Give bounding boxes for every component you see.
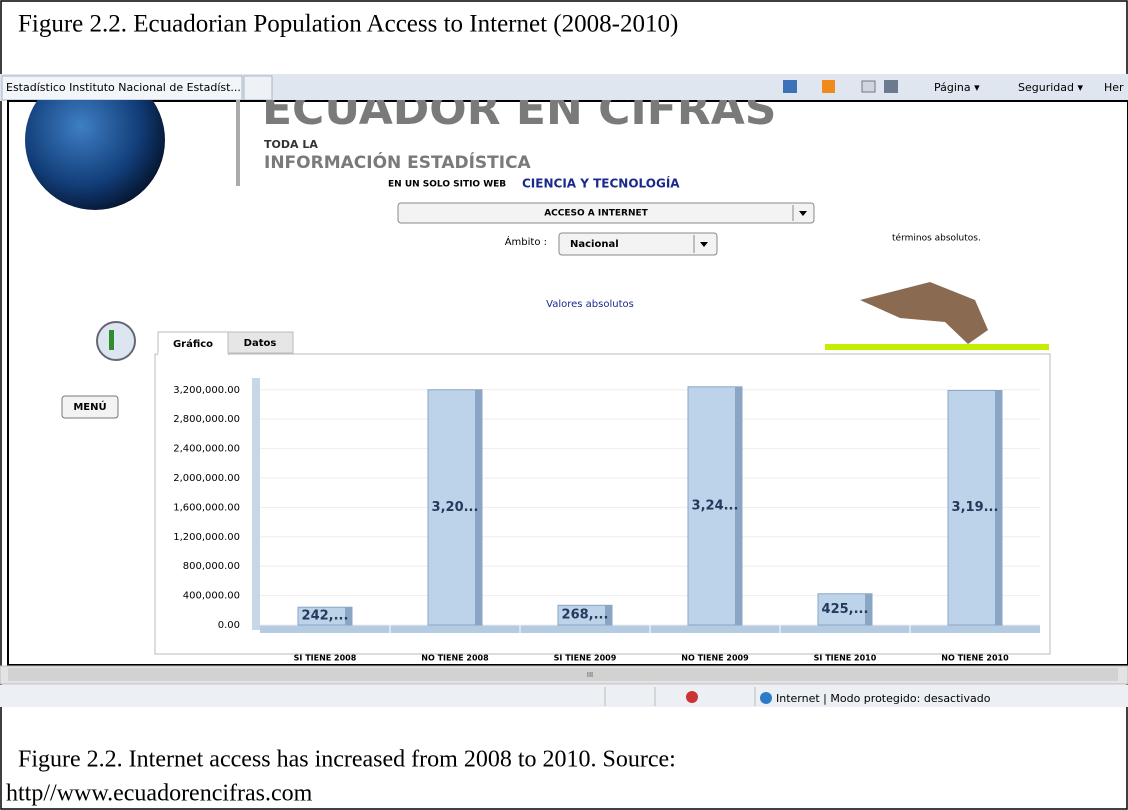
document-figure: Figure 2.2. Ecuadorian Population Access… bbox=[0, 0, 1128, 810]
data-label: 3,19... bbox=[952, 500, 999, 515]
figure-title: Figure 2.2. Ecuadorian Population Access… bbox=[18, 11, 678, 38]
y-axis-bar bbox=[252, 378, 260, 630]
privacy-icon[interactable] bbox=[686, 691, 698, 703]
toolbar-item[interactable]: Página ▾ bbox=[934, 81, 980, 94]
data-label: 3,24... bbox=[692, 498, 739, 513]
x-tick-label: NO TIENE 2009 bbox=[681, 654, 749, 663]
tab-title: Estadístico Instituto Nacional de Estadí… bbox=[6, 81, 241, 94]
x-tick-label: SI TIENE 2009 bbox=[554, 654, 617, 663]
tab-label: Datos bbox=[244, 338, 277, 349]
chart-icon[interactable] bbox=[97, 322, 135, 360]
y-tick-label: 800,000.00 bbox=[183, 561, 240, 572]
scroll-thumb[interactable] bbox=[8, 668, 1118, 681]
toolbar-item[interactable]: Her bbox=[1104, 81, 1124, 94]
header-line: EN UN SOLO SITIO WEB bbox=[388, 180, 506, 190]
tab-label: Gráfico bbox=[173, 338, 213, 350]
x-tick-label: NO TIENE 2010 bbox=[941, 654, 1009, 663]
toolbar-item[interactable]: Seguridad ▾ bbox=[1018, 81, 1083, 94]
y-tick-label: 400,000.00 bbox=[183, 591, 240, 602]
section-title: CIENCIA Y TECNOLOGÍA bbox=[522, 176, 680, 191]
caption-line: Figure 2.2. Internet access has increase… bbox=[18, 747, 676, 773]
home-icon[interactable] bbox=[783, 80, 797, 93]
note: términos absolutos. bbox=[892, 233, 981, 244]
scroll-grip: III bbox=[587, 671, 593, 679]
chart-subtitle: Valores absolutos bbox=[546, 299, 634, 310]
y-tick-label: 2,800,000.00 bbox=[173, 414, 240, 425]
y-tick-label: 0.00 bbox=[218, 620, 240, 631]
menu-label: MENÚ bbox=[73, 400, 106, 413]
y-tick-label: 1,600,000.00 bbox=[173, 502, 240, 513]
feed-icon[interactable] bbox=[822, 80, 835, 93]
x-tick-label: SI TIENE 2008 bbox=[294, 654, 357, 663]
ambito-value: Nacional bbox=[570, 239, 619, 250]
data-label: 242,... bbox=[302, 609, 349, 624]
caption-line: http//www.ecuadorencifras.com bbox=[6, 781, 313, 807]
data-label: 3,20... bbox=[432, 500, 479, 515]
y-tick-label: 1,200,000.00 bbox=[173, 532, 240, 543]
indicator-value: ACCESO A INTERNET bbox=[544, 209, 648, 219]
data-label: 425,... bbox=[822, 602, 869, 617]
y-tick-label: 2,400,000.00 bbox=[173, 444, 240, 455]
x-tick-label: SI TIENE 2010 bbox=[814, 654, 877, 663]
tab-join bbox=[158, 353, 228, 356]
header-line: INFORMACIÓN ESTADÍSTICA bbox=[264, 151, 532, 173]
y-tick-label: 3,200,000.00 bbox=[173, 385, 240, 396]
y-tick-label: 2,000,000.00 bbox=[173, 473, 240, 484]
mail-icon[interactable] bbox=[862, 81, 875, 92]
data-label: 268,... bbox=[562, 608, 609, 623]
ambito-label: Ámbito : bbox=[505, 235, 547, 248]
status-text: Internet | Modo protegido: desactivado bbox=[776, 692, 991, 705]
new-tab[interactable] bbox=[244, 76, 272, 100]
header-divider bbox=[236, 100, 240, 186]
zone-icon bbox=[760, 692, 772, 704]
print-icon[interactable] bbox=[884, 80, 898, 93]
header-line: TODA LA bbox=[264, 138, 318, 151]
accent-bar bbox=[825, 344, 1049, 350]
chart-icon-bar bbox=[109, 330, 114, 350]
x-tick-label: NO TIENE 2008 bbox=[421, 654, 489, 663]
